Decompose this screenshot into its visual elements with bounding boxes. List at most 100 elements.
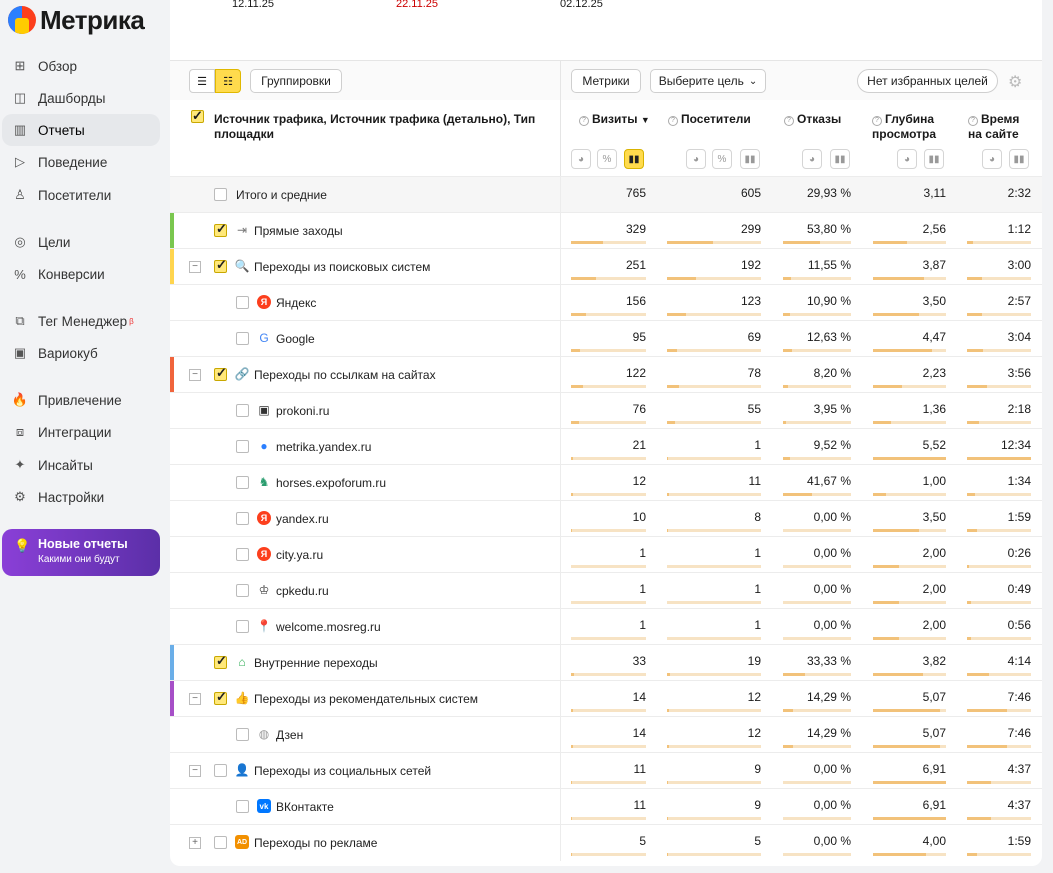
- column-depth[interactable]: ? Глубина просмотра: [872, 112, 937, 141]
- row-checkbox[interactable]: [236, 404, 249, 417]
- table-row[interactable]: vk ВКонтакте 11 9 0,00 % 6,91 4:37: [170, 788, 1042, 825]
- row-checkbox[interactable]: [236, 728, 249, 741]
- sidebar-item-4[interactable]: ♙ Посетители: [2, 179, 160, 211]
- sidebar-item-5[interactable]: ◎ Цели: [2, 226, 160, 258]
- column-visitors[interactable]: ? Посетители: [668, 112, 751, 127]
- column-bounces[interactable]: ? Отказы: [784, 112, 841, 127]
- groupings-button[interactable]: Группировки: [250, 69, 342, 93]
- table-row-group[interactable]: − 🔗 Переходы по ссылкам на сайтах 122 78 8,20…: [170, 356, 1042, 393]
- bar-chart-icon[interactable]: ▮▮: [1009, 149, 1029, 169]
- bar-chart-icon[interactable]: ▮▮: [924, 149, 944, 169]
- table-row[interactable]: ▣ prokoni.ru 76 55 3,95 % 1,36 2:18: [170, 392, 1042, 429]
- user-icon: ♙: [14, 187, 26, 202]
- percent-icon[interactable]: %: [712, 149, 732, 169]
- select-all-checkbox[interactable]: ✓: [191, 108, 204, 123]
- row-checkbox[interactable]: [214, 764, 227, 777]
- row-checkbox[interactable]: [236, 440, 249, 453]
- row-checkbox[interactable]: [214, 257, 227, 273]
- value-bar: [667, 781, 668, 784]
- gear-icon[interactable]: ⚙: [1008, 74, 1023, 91]
- value-bar: [873, 241, 907, 244]
- row-checkbox[interactable]: [214, 653, 227, 669]
- sidebar-item-1[interactable]: ◫ Дашборды: [2, 82, 160, 114]
- row-checkbox[interactable]: [214, 689, 227, 705]
- collapse-toggle[interactable]: −: [189, 369, 201, 381]
- value-bar-track: [667, 277, 761, 280]
- row-checkbox[interactable]: [236, 548, 249, 561]
- row-checkbox[interactable]: [236, 620, 249, 633]
- tree-view-button[interactable]: ☷: [215, 69, 241, 93]
- table-row-group[interactable]: ⇥ Прямые заходы 329 299 53,80 % 2,56 1:12: [170, 212, 1042, 249]
- sidebar-item-12[interactable]: ⚙ Настройки: [2, 481, 160, 513]
- table-row-group[interactable]: − 👍 Переходы из рекомендательных систем 14 1…: [170, 680, 1042, 717]
- table-row[interactable]: 📍 welcome.mosreg.ru 1 1 0,00 % 2,00 0:56: [170, 608, 1042, 645]
- table-row[interactable]: ● metrika.yandex.ru 21 1 9,52 % 5,52 12:34: [170, 428, 1042, 465]
- goal-select-label: Выберите цель: [658, 74, 744, 88]
- sidebar-item-2[interactable]: ▥ Отчеты: [2, 114, 160, 146]
- row-label: horses.expoforum.ru: [276, 476, 387, 490]
- bar-chart-icon[interactable]: ▮▮: [830, 149, 850, 169]
- value-bar-track: [783, 745, 851, 748]
- table-row-group[interactable]: − 👤 Переходы из социальных сетей 11 9 0,00 % 6…: [170, 752, 1042, 789]
- percent-icon[interactable]: %: [597, 149, 617, 169]
- table-row-group[interactable]: − 🔍 Переходы из поисковых систем 251 192 11,5…: [170, 248, 1042, 285]
- goal-select[interactable]: Выберите цель ⌄: [650, 69, 766, 93]
- pie-chart-icon[interactable]: ◕: [686, 149, 706, 169]
- expand-toggle[interactable]: +: [189, 837, 201, 849]
- table-row-group[interactable]: ⌂ Внутренние переходы 33 19 33,33 % 3,82 4:14: [170, 644, 1042, 681]
- bar-chart-icon[interactable]: ▮▮: [624, 149, 644, 169]
- cell-value: 2,56: [922, 222, 946, 236]
- pie-chart-icon[interactable]: ◕: [982, 149, 1002, 169]
- column-visits[interactable]: ? Визиты ▼: [579, 112, 650, 128]
- sidebar-item-8[interactable]: ▣ Вариокуб: [2, 337, 160, 369]
- row-checkbox[interactable]: [236, 476, 249, 489]
- sidebar-item-10[interactable]: ⧈ Интеграции: [2, 416, 160, 448]
- favorite-goals-button[interactable]: Нет избранных целей: [857, 69, 998, 93]
- value-bar-track: [783, 673, 851, 676]
- row-checkbox[interactable]: [214, 836, 227, 849]
- row-checkbox[interactable]: [236, 296, 249, 309]
- cell-value: 3:00: [1007, 258, 1031, 272]
- sidebar-item-7[interactable]: ⧉ Тег Менеджер β: [2, 305, 160, 337]
- table-row-group[interactable]: + AD Переходы по рекламе 5 5 0,00 % 4,00 1:59: [170, 824, 1042, 861]
- metrics-button[interactable]: Метрики: [571, 69, 641, 93]
- value-bar: [873, 385, 902, 388]
- row-checkbox[interactable]: [236, 512, 249, 525]
- sidebar-item-3[interactable]: ▷ Поведение: [2, 146, 160, 178]
- table-row[interactable]: ♞ horses.expoforum.ru 12 11 41,67 % 1,00 1:34: [170, 464, 1042, 501]
- pie-chart-icon[interactable]: ◕: [897, 149, 917, 169]
- row-checkbox[interactable]: [236, 332, 249, 345]
- pie-chart-icon[interactable]: ◕: [571, 149, 591, 169]
- value-bar-track: [873, 853, 946, 856]
- globe-icon: ◍: [258, 727, 270, 741]
- table-row[interactable]: ♔ cpkedu.ru 1 1 0,00 % 2,00 0:49: [170, 572, 1042, 609]
- sidebar-item-9[interactable]: 🔥 Привлечение: [2, 384, 160, 416]
- table-row[interactable]: Я Яндекс 156 123 10,90 % 3,50 2:57: [170, 284, 1042, 321]
- logo[interactable]: Метрика: [8, 4, 145, 36]
- bar-chart-icon[interactable]: ▮▮: [740, 149, 760, 169]
- table-row[interactable]: ◍ Дзен 14 12 14,29 % 5,07 7:46: [170, 716, 1042, 753]
- row-label: Внутренние переходы: [254, 656, 378, 670]
- arrow-in-icon: ⇥: [236, 223, 248, 237]
- collapse-toggle[interactable]: −: [189, 765, 201, 777]
- collapse-toggle[interactable]: −: [189, 693, 201, 705]
- row-checkbox[interactable]: [214, 188, 227, 201]
- cell-value: 2,00: [922, 546, 946, 560]
- new-reports-promo[interactable]: 💡 Новые отчеты Какими они будут: [2, 529, 160, 576]
- row-checkbox[interactable]: [214, 221, 227, 237]
- sidebar-item-6[interactable]: % Конверсии: [2, 258, 160, 290]
- sidebar-item-0[interactable]: ⊞ Обзор: [2, 50, 160, 82]
- sidebar-item-11[interactable]: ✦ Инсайты: [2, 449, 160, 481]
- flat-view-button[interactable]: ☰: [189, 69, 215, 93]
- value-bar: [967, 277, 982, 280]
- row-checkbox[interactable]: [236, 584, 249, 597]
- row-checkbox[interactable]: [236, 800, 249, 813]
- table-row[interactable]: G Google 95 69 12,63 % 4,47 3:04: [170, 320, 1042, 357]
- cell-divider: [560, 285, 561, 321]
- row-checkbox[interactable]: [214, 365, 227, 381]
- pie-chart-icon[interactable]: ◕: [802, 149, 822, 169]
- collapse-toggle[interactable]: −: [189, 261, 201, 273]
- column-time[interactable]: ? Время на сайте: [968, 112, 1020, 141]
